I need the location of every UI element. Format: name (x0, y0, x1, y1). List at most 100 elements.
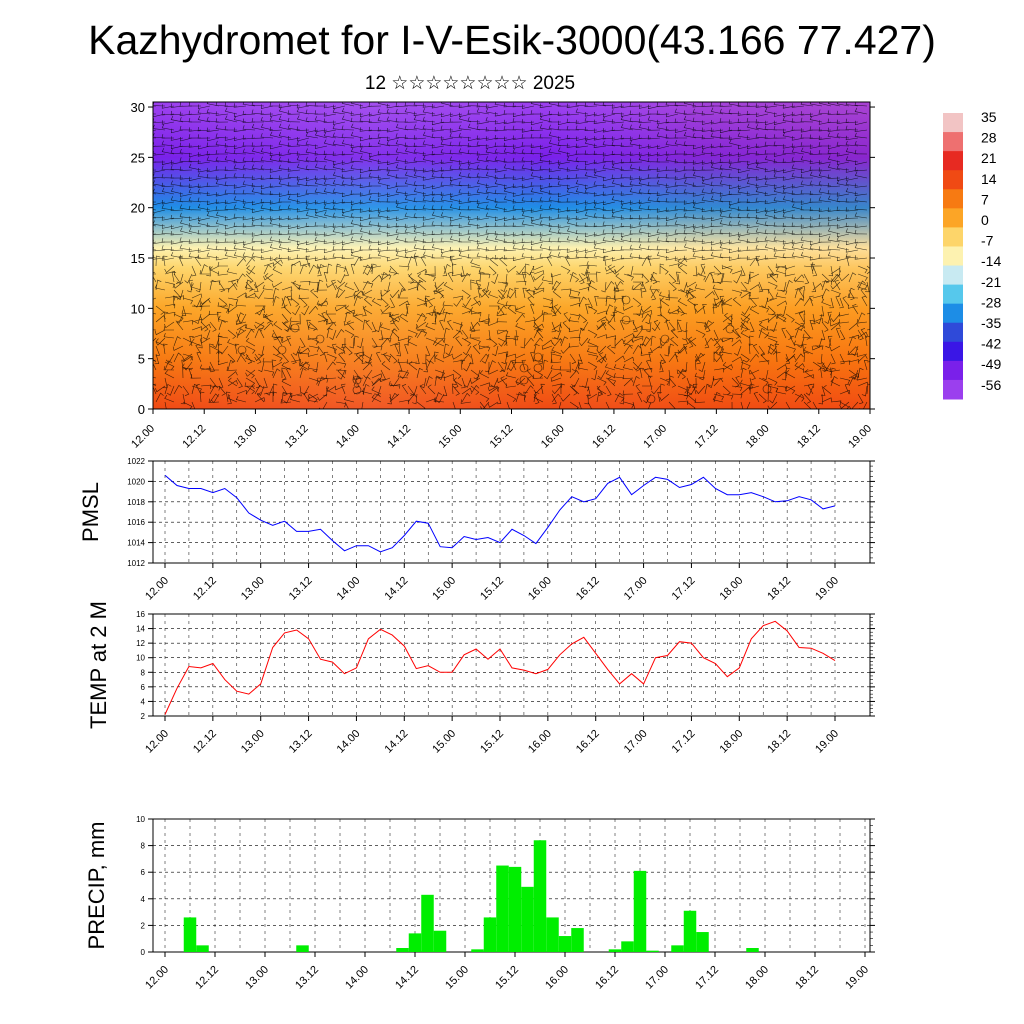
precip-bar (483, 917, 497, 952)
x-tick-label: 16.00 (543, 964, 571, 992)
calm-marker (621, 315, 631, 325)
precip-bar (683, 910, 697, 952)
x-tick-label: 16.00 (526, 575, 554, 603)
y-tick-label: 6 (141, 868, 146, 877)
colorbar-label: 0 (981, 212, 989, 228)
colorbar-label: -56 (981, 377, 1001, 393)
x-tick-label: 18.00 (744, 423, 772, 451)
x-tick-label: 14.00 (335, 728, 363, 756)
x-tick-label: 17.00 (641, 423, 669, 451)
colorbar-label: 35 (981, 109, 997, 125)
x-tick-label: 12.00 (143, 964, 171, 992)
x-tick-label: 16.12 (590, 423, 618, 451)
y-tick-label: 6 (141, 683, 146, 692)
precip-bar (521, 886, 534, 952)
colorbar-label: -14 (981, 253, 1001, 269)
calm-marker (315, 334, 325, 344)
calm-marker (660, 334, 670, 344)
y-tick-label: 10 (136, 815, 145, 824)
x-tick-label: 13.12 (283, 423, 311, 451)
colorbar-swatch (943, 132, 963, 152)
x-tick-label: 16.00 (539, 423, 567, 451)
colorbar-swatch (943, 151, 963, 171)
temp-panel: 2 4 6 8 10 12 14 16 12.00 12.12 13.00 13.12 14.00 14.… (86, 601, 875, 756)
y-tick-label: 14 (136, 625, 145, 634)
x-tick-label: 19.00 (843, 964, 871, 992)
x-tick-label: 15.12 (493, 964, 521, 992)
colorbar-swatch (943, 379, 963, 400)
y-tick-label: 10 (136, 654, 145, 663)
y-tick-label: 25 (131, 150, 145, 165)
colorbar-label: -7 (981, 233, 994, 249)
colorbar-label: -28 (981, 294, 1001, 310)
colorbar-swatch (943, 170, 963, 190)
calm-marker (352, 385, 362, 395)
colorbar-label: 7 (981, 191, 989, 207)
x-tick-label: 18.12 (793, 964, 821, 992)
colorbar-swatch (943, 246, 963, 267)
x-tick-label: 16.00 (526, 728, 554, 756)
y-tick-label: 8 (141, 668, 146, 677)
x-tick-label: 18.00 (743, 964, 771, 992)
heatmap-shading (153, 102, 870, 409)
x-tick-label: 12.00 (143, 575, 171, 603)
precip-bar (571, 928, 584, 952)
x-tick-label: 18.12 (795, 423, 823, 451)
x-tick-label: 13.00 (239, 728, 267, 756)
x-tick-label: 16.12 (574, 575, 602, 603)
y-tick-label: 12 (136, 639, 145, 648)
calm-marker (352, 375, 362, 385)
y-tick-label: 4 (141, 895, 146, 904)
precip-bar (558, 936, 572, 952)
y-tick-label: 1020 (127, 477, 145, 486)
x-tick-label: 13.12 (287, 728, 315, 756)
colorbar-label: -42 (981, 336, 1001, 352)
x-tick-label: 14.12 (382, 728, 410, 756)
x-tick-label: 17.12 (693, 423, 721, 451)
y-tick-label: 2 (141, 921, 146, 930)
precip-bar (296, 945, 309, 952)
x-tick-label: 15.00 (430, 575, 458, 603)
precip-bar (546, 917, 559, 952)
x-tick-label: 13.00 (243, 964, 271, 992)
colorbar-swatch (943, 113, 963, 133)
colorbar-swatch (943, 360, 963, 381)
precip-bar (421, 894, 434, 952)
series-line (164, 474, 836, 553)
x-tick-label: 18.12 (765, 728, 793, 756)
x-tick-label: 14.12 (385, 423, 413, 451)
precip-bar (396, 948, 409, 952)
x-tick-label: 18.00 (717, 728, 745, 756)
x-tick-label: 14.00 (334, 423, 362, 451)
pmsl-panel: 1012 1014 1016 1018 1020 1022 12.00 12.12 13.00 1… (78, 457, 875, 603)
x-tick-label: 19.00 (813, 728, 841, 756)
chart-title: Kazhydromet for I-V-Esik-3000(43.166 77.… (88, 17, 936, 63)
x-tick-label: 12.12 (180, 423, 208, 451)
cross-section-heatmap: 0 5 10 15 20 25 30 12.00 12.12 13.00 13.12 14.00 14.… (129, 100, 875, 451)
x-tick-label: 13.12 (293, 964, 321, 992)
precip-bar (508, 866, 522, 952)
colorbar-swatch (943, 322, 963, 343)
x-tick-label: 14.00 (335, 575, 363, 603)
x-tick-label: 17.00 (622, 728, 650, 756)
precip-panel: 0 2 4 6 8 10 12.00 12.12 13.00 13.12 14.00 14.12 15.… (84, 815, 875, 992)
y-tick-label: 2 (141, 712, 146, 721)
colorbar-swatch (943, 284, 963, 305)
y-tick-label: 1022 (127, 457, 145, 466)
series-line (164, 620, 836, 715)
precip-bar (633, 870, 647, 952)
x-tick-label: 15.12 (478, 728, 506, 756)
precip-bar (433, 930, 447, 952)
x-tick-label: 18.12 (765, 575, 793, 603)
precip-bar (608, 949, 622, 952)
calm-marker (290, 323, 300, 333)
x-tick-label: 12.12 (191, 728, 219, 756)
calm-marker (762, 384, 772, 394)
x-tick-label: 17.00 (622, 575, 650, 603)
calm-marker (621, 295, 631, 305)
y-tick-label: 8 (141, 842, 146, 851)
x-tick-label: 13.00 (232, 423, 260, 451)
chart-subtitle: 12 ☆☆☆☆☆☆☆☆ 2025 (364, 73, 576, 94)
x-tick-label: 18.00 (717, 575, 745, 603)
